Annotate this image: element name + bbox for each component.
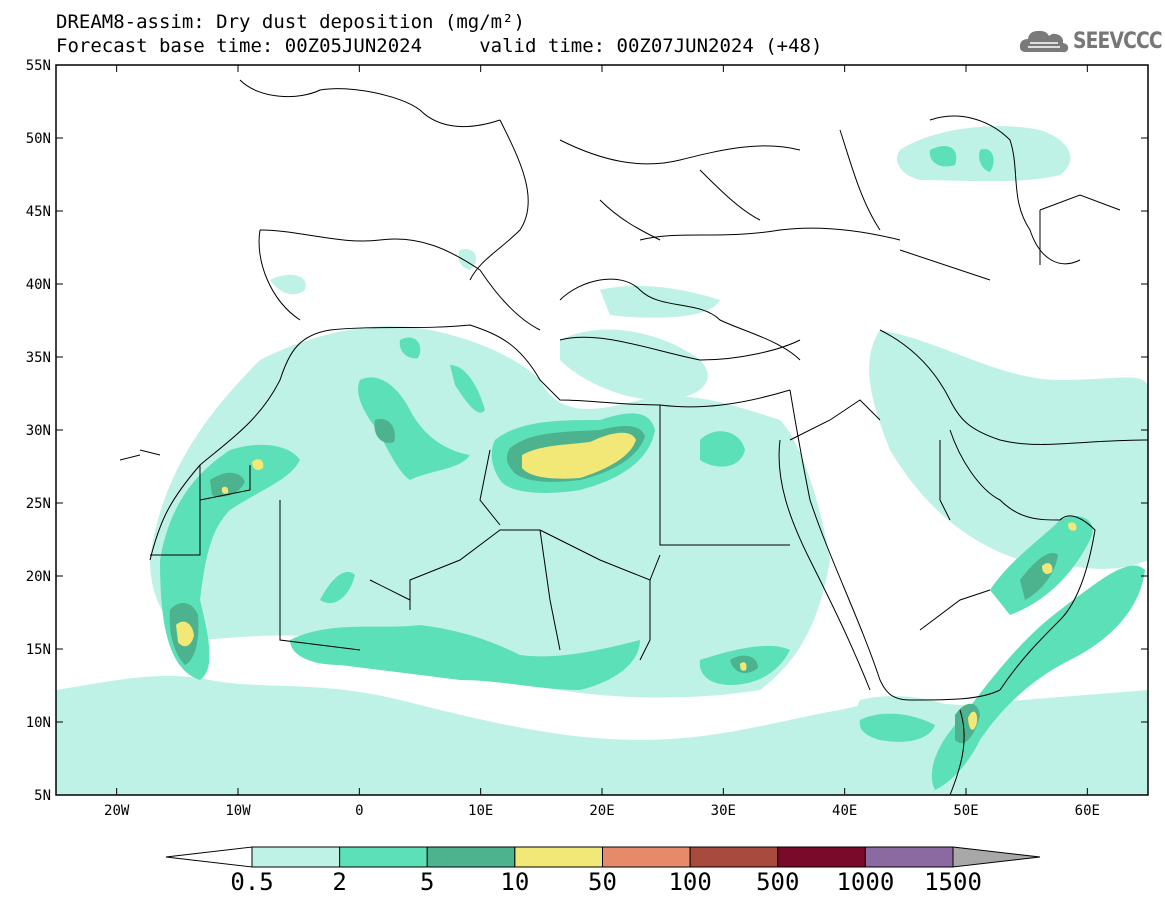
lat-tick-label: 20N [26,569,51,585]
colorbar-level-label: 50 [588,868,617,896]
lat-tick-label: 50N [26,131,51,147]
coastlines-and-borders [119,79,1148,795]
lon-tick-label: 0 [355,803,363,819]
colorbar-swatch [426,846,516,868]
colorbar-swatch [514,846,603,868]
lat-tick-label: 35N [26,350,51,366]
map-title: DREAM8-assim: Dry dust deposition (mg/m²… [56,11,525,33]
colorbar-swatch [251,846,341,868]
logo-text: SEEVCCC [1073,28,1163,54]
lat-tick-label: 10N [26,715,51,731]
lat-tick-label: 55N [26,58,51,74]
colorbar-level-label: 5 [420,868,435,896]
lon-tick-label: 20E [589,803,614,819]
lat-tick-label: 30N [26,423,51,439]
lon-tick-label: 30E [711,803,736,819]
latitude-axis: 55N 50N 45N 40N 35N 30N 25N 20N 15N 10N 5N [26,58,1148,804]
lon-tick-label: 40E [832,803,857,819]
colorbar-level-label: 1000 [836,868,895,896]
colorbar-level-label: 10 [500,868,530,896]
seevccc-logo: SEEVCCC [1018,26,1165,56]
lat-tick-label: 40N [26,277,51,293]
forecast-time-subtitle: Forecast base time: 00Z05JUN2024 valid t… [56,35,823,57]
colorbar-swatch [777,846,866,868]
lat-tick-label: 25N [26,496,51,512]
colorbar-level-label: 100 [668,868,712,896]
lon-tick-label: 50E [953,803,978,819]
colorbar-level-label: 1500 [924,868,982,896]
lon-tick-label: 10W [225,803,251,819]
colorbar-swatch [339,846,428,868]
colorbar-swatch [864,846,954,868]
colorbar-swatch [602,846,691,868]
colorbar-over-arrow [952,846,1041,868]
cloud-icon [1019,30,1069,53]
lon-tick-label: 10E [468,803,493,819]
longitude-axis: 20W 10W 0 10E 20E 30E 40E 50E 60E [104,65,1100,819]
colorbar-under-arrow [165,846,253,868]
lat-tick-label: 15N [26,642,51,658]
lon-tick-label: 20W [104,803,130,819]
colorbar [165,846,1041,868]
colorbar-level-label: 2 [332,868,347,896]
colorbar-level-label: 0.5 [230,868,274,896]
deposition-level-10 [176,432,1077,730]
lon-tick-label: 60E [1075,803,1100,819]
lat-tick-label: 45N [26,204,51,220]
lat-tick-label: 5N [34,788,51,804]
colorbar-swatch [689,846,779,868]
colorbar-level-label: 500 [756,868,800,896]
